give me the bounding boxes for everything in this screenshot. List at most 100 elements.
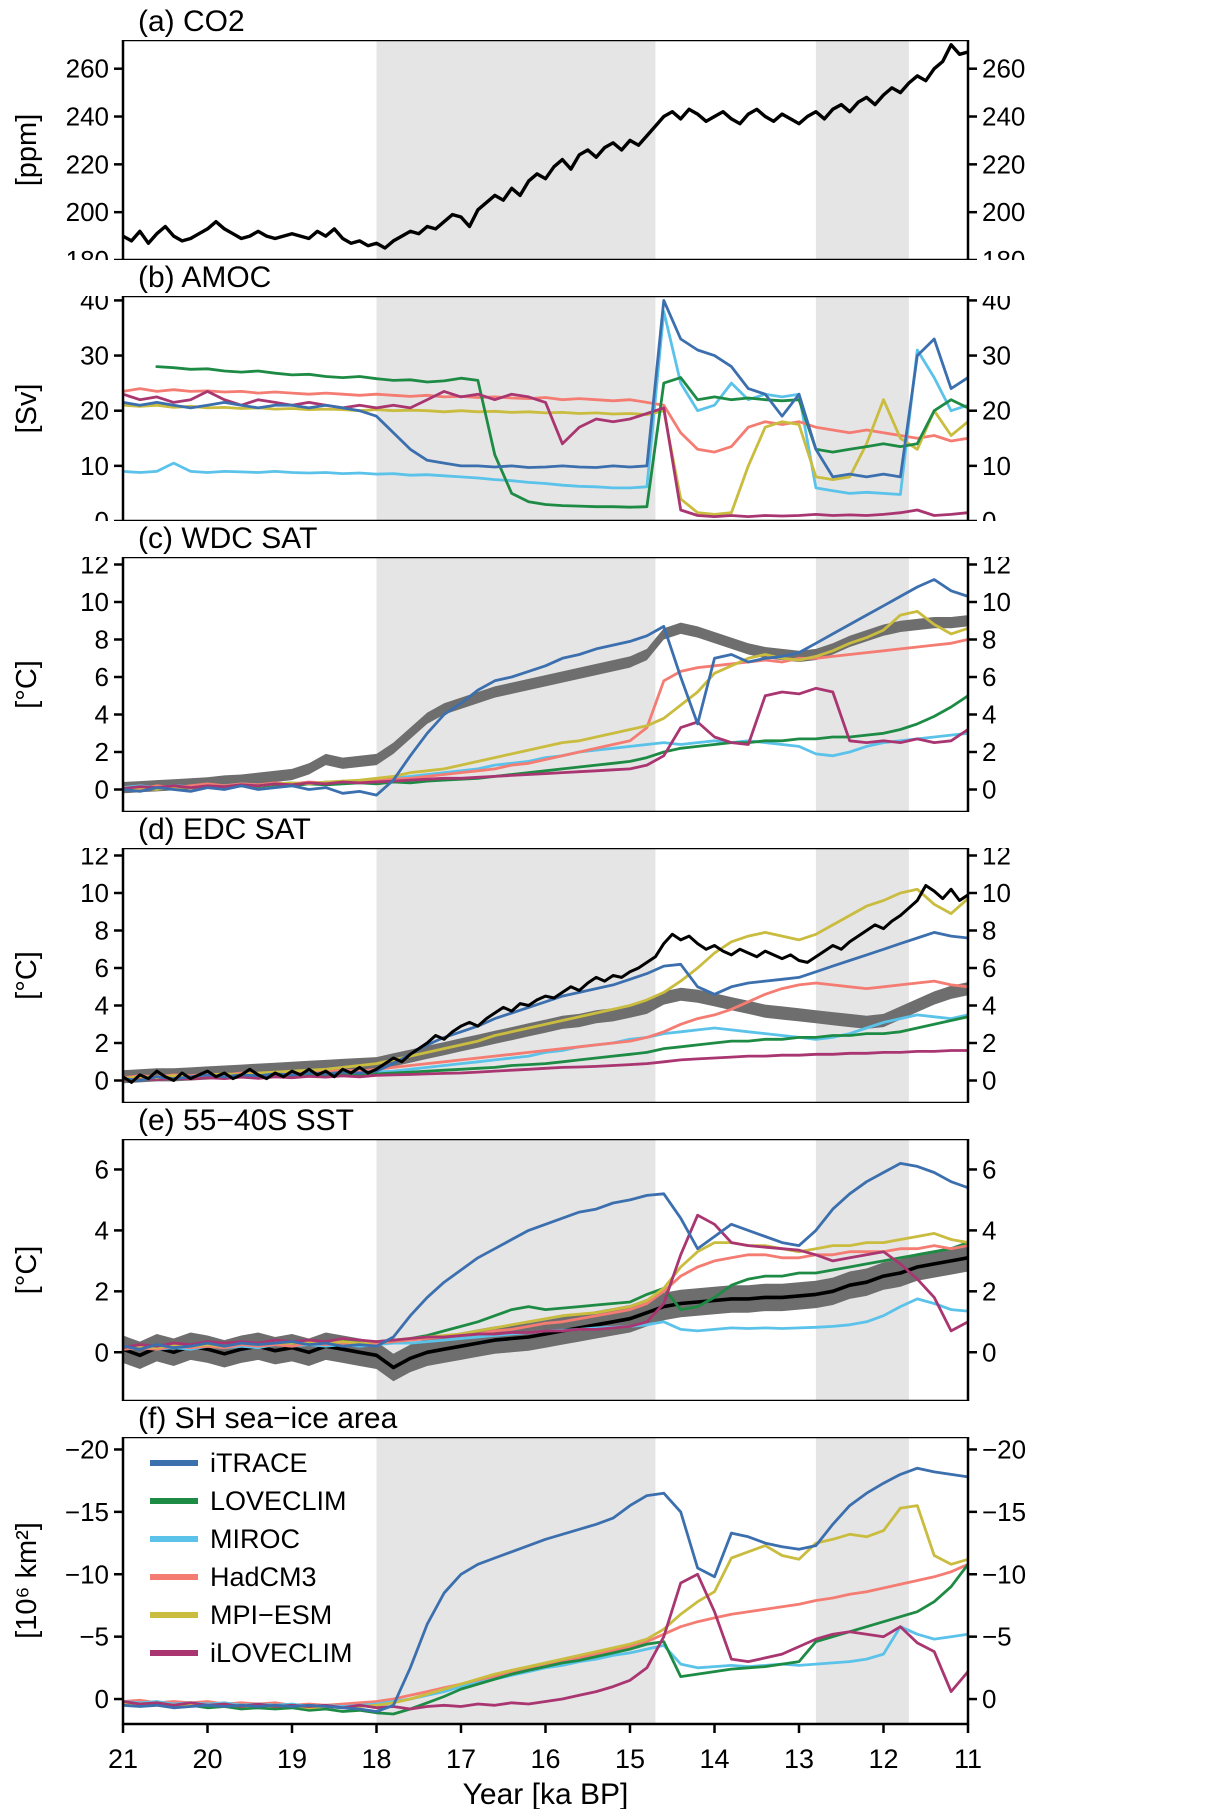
y-axis-label: [Sv] (11, 384, 43, 434)
y-tick-label-left: 0 (95, 1337, 109, 1367)
y-tick-label-left: 6 (95, 953, 109, 983)
co2-line (123, 43, 968, 250)
x-tick-label: 19 (277, 1744, 307, 1774)
y-axis-label: [°C] (11, 1246, 43, 1295)
y-tick-label-right: 20 (982, 396, 1011, 426)
panel-a: (a) CO2 180 180 200 200 220 220 240 240 260 260 [p… (0, 4, 1211, 260)
panel-e-title: (e) 55−40S SST (138, 1104, 354, 1137)
y-axis-label: [°C] (11, 660, 43, 709)
y-tick-label-right: 4 (982, 991, 996, 1021)
panel-a-title: (a) CO2 (138, 5, 245, 38)
plot-frame (121, 40, 970, 260)
plot-frame (121, 1139, 970, 1401)
y-tick-label-left: 220 (66, 149, 109, 179)
panel-f-title: (f) SH sea−ice area (138, 1402, 398, 1435)
itrace-line (123, 578, 968, 797)
panel-c-title: (c) WDC SAT (138, 522, 318, 555)
y-tick-label-right: −15 (982, 1497, 1026, 1527)
y-tick-label-left: −20 (65, 1437, 109, 1464)
y-tick-label-right: 2 (982, 1276, 996, 1306)
y-tick-label-right: 4 (982, 700, 996, 730)
y-tick-label-right: 0 (982, 1684, 996, 1714)
y-tick-label-right: 6 (982, 1154, 996, 1184)
hadcm3-line (123, 387, 968, 454)
y-tick-label-left: 8 (95, 916, 109, 946)
legend-label-itrace: iTRACE (210, 1448, 308, 1478)
stadial-shading (376, 848, 656, 1103)
y-tick-label-right: 0 (982, 775, 996, 805)
y-tick-label-left: 240 (66, 102, 109, 132)
y-tick-label-right: 12 (982, 557, 1011, 580)
y-tick-label-right: 8 (982, 625, 996, 655)
edc-proxy-line (123, 884, 968, 1084)
miroc-line (123, 310, 968, 496)
y-tick-label-left: 2 (95, 1276, 109, 1306)
series-group-d (123, 884, 968, 1084)
stadial-shading (815, 296, 909, 521)
x-axis-label: Year [ka BP] (463, 1778, 629, 1809)
y-tick-label-right: 200 (982, 197, 1025, 227)
legend: iTRACE LOVECLIM MIROC HadCM3 MPI−ESM iLOVECLI… (150, 1448, 353, 1668)
y-tick-label-left: 0 (95, 1066, 109, 1096)
y-tick-label-right: 40 (982, 296, 1011, 315)
y-tick-label-left: 4 (95, 1215, 109, 1245)
y-tick-label-left: 6 (95, 662, 109, 692)
stadial-shading (376, 296, 656, 521)
plot-frame (121, 557, 970, 812)
series-group-a (123, 43, 968, 250)
y-axis-label: [ppm] (11, 114, 43, 187)
y-tick-label-left: 10 (80, 587, 109, 617)
panel-e: (e) 55−40S SST 0 0 2 2 4 4 6 6 [°C] (0, 1103, 1211, 1401)
y-tick-label-left: 2 (95, 737, 109, 767)
y-tick-label-right: 220 (982, 149, 1025, 179)
panel-b: (b) AMOC 0 0 10 10 20 20 30 30 40 40 [Sv] (0, 260, 1211, 521)
y-tick-label-right: 0 (982, 1337, 996, 1367)
y-tick-label-left: −5 (79, 1622, 109, 1652)
plot-frame (121, 848, 970, 1103)
y-tick-label-right: 260 (982, 54, 1025, 84)
y-tick-label-left: 6 (95, 1154, 109, 1184)
sst-chart: 0 0 2 2 4 4 6 6 [°C] (11, 1139, 996, 1401)
plot-frame (121, 296, 970, 521)
mpi-esm-line (123, 887, 968, 1080)
stadial-shading (815, 848, 909, 1103)
panel-c: (c) WDC SAT 0 0 2 2 4 4 6 6 8 8 10 10 12 12 [°C] (0, 521, 1211, 812)
y-tick-label-left: 12 (80, 848, 109, 871)
x-tick-label: 12 (868, 1744, 898, 1774)
x-tick-label: 17 (446, 1744, 476, 1774)
edc-sat-chart: 0 0 2 2 4 4 6 6 8 8 10 10 12 12 [°C] (11, 848, 1011, 1103)
y-tick-label-left: −10 (65, 1559, 109, 1589)
legend-label-hadcm3: HadCM3 (210, 1562, 317, 1592)
loveclim-line (155, 365, 968, 509)
y-tick-label-right: 6 (982, 953, 996, 983)
x-tick-label: 18 (361, 1744, 391, 1774)
x-tick-label: 21 (108, 1744, 138, 1774)
y-tick-label-left: 180 (66, 245, 109, 260)
y-tick-label-right: 240 (982, 102, 1025, 132)
legend-label-iloveclim: iLOVECLIM (210, 1638, 353, 1668)
stadial-shading (376, 40, 656, 260)
y-tick-label-left: 2 (95, 1028, 109, 1058)
x-tick-label: 11 (954, 1744, 982, 1774)
y-tick-label-left: 12 (80, 557, 109, 580)
iloveclim-line (123, 390, 968, 518)
series-group-e (123, 1162, 968, 1382)
y-tick-label-left: 8 (95, 625, 109, 655)
y-tick-label-right: −10 (982, 1559, 1026, 1589)
x-tick-label: 14 (699, 1744, 729, 1774)
y-tick-label-right: −20 (982, 1437, 1026, 1464)
y-tick-label-right: 2 (982, 737, 996, 767)
series-group-f (123, 1466, 968, 1716)
y-tick-label-left: 30 (80, 341, 109, 371)
stadial-shading (815, 40, 909, 260)
y-tick-label-right: 0 (982, 1066, 996, 1096)
itrace-line (123, 299, 968, 479)
itrace-line (123, 1466, 968, 1713)
stadial-shading (815, 1437, 909, 1724)
y-tick-label-left: 40 (80, 296, 109, 315)
y-tick-label-left: 4 (95, 700, 109, 730)
y-tick-label-right: 6 (982, 662, 996, 692)
amoc-chart: 0 0 10 10 20 20 30 30 40 40 [Sv] (11, 296, 1011, 521)
iloveclim-line (123, 686, 968, 790)
